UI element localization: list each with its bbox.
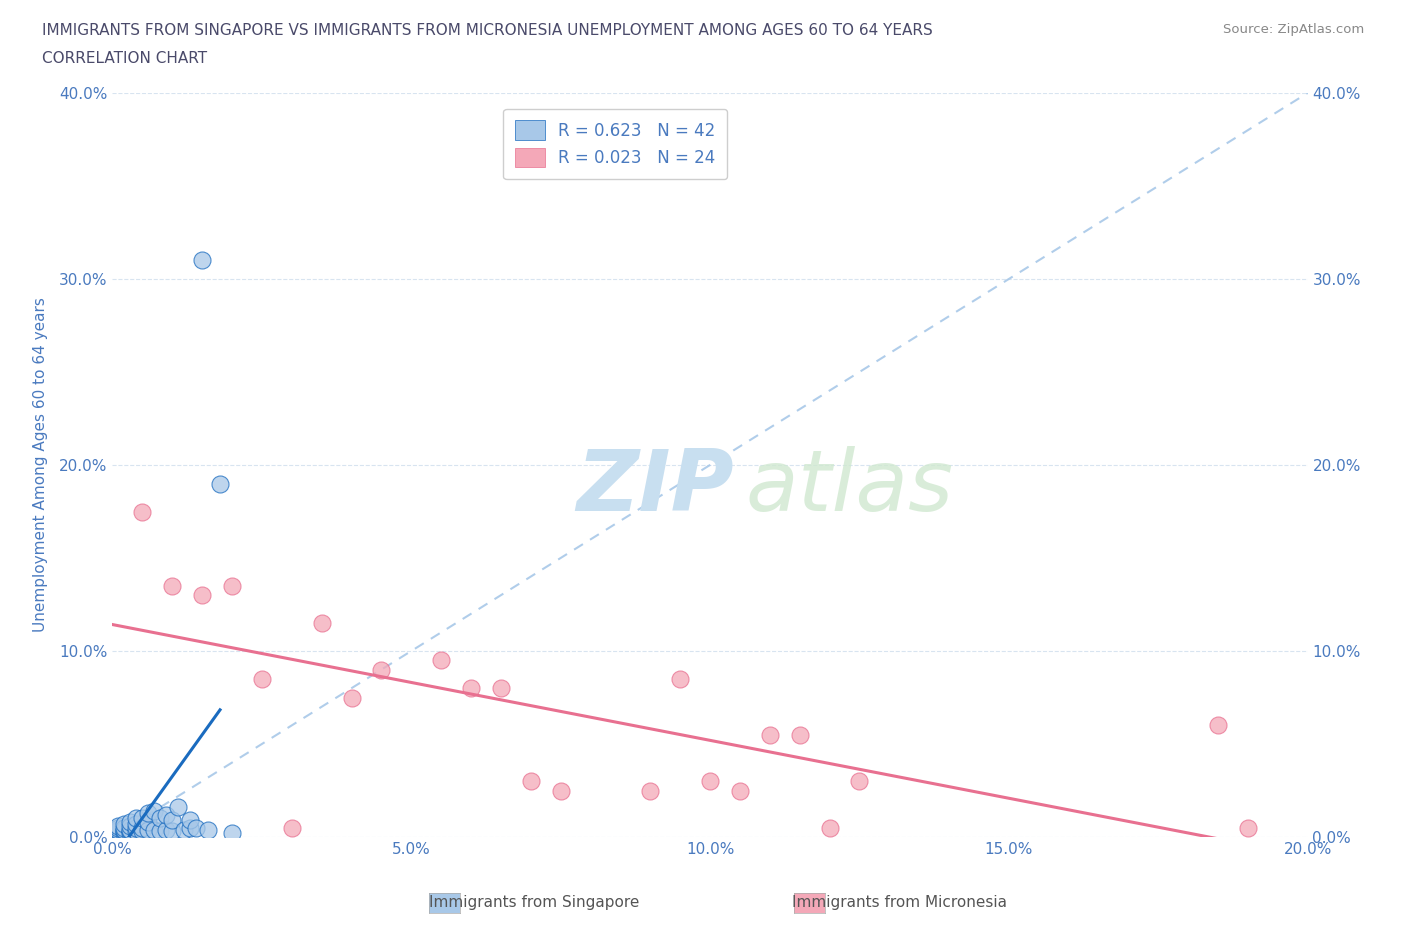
- Point: [489, 681, 512, 696]
- Point: [114, 820, 135, 835]
- Point: [173, 822, 195, 837]
- Point: [114, 817, 135, 831]
- Point: [162, 813, 183, 828]
- Point: [340, 690, 363, 705]
- Point: [138, 815, 160, 830]
- Point: [114, 822, 135, 837]
- Point: [311, 616, 333, 631]
- Point: [138, 805, 160, 820]
- Text: IMMIGRANTS FROM SINGAPORE VS IMMIGRANTS FROM MICRONESIA UNEMPLOYMENT AMONG AGES : IMMIGRANTS FROM SINGAPORE VS IMMIGRANTS …: [42, 23, 934, 38]
- Point: [149, 811, 172, 826]
- Point: [759, 727, 782, 742]
- Point: [125, 820, 148, 835]
- Point: [728, 783, 751, 798]
- Point: [818, 820, 841, 835]
- Point: [191, 253, 214, 268]
- Point: [550, 783, 572, 798]
- Point: [138, 822, 160, 837]
- Text: CORRELATION CHART: CORRELATION CHART: [42, 51, 207, 66]
- Point: [143, 822, 166, 837]
- Point: [370, 662, 392, 677]
- Point: [699, 774, 721, 789]
- Point: [1206, 718, 1229, 733]
- Point: [167, 800, 190, 815]
- Point: [669, 671, 692, 686]
- Point: [221, 578, 243, 593]
- Point: [131, 811, 153, 826]
- Point: [197, 822, 219, 837]
- Point: [640, 783, 662, 798]
- Point: [131, 824, 153, 839]
- Point: [789, 727, 811, 742]
- Point: [114, 824, 135, 839]
- Point: [430, 653, 453, 668]
- Point: [107, 822, 129, 837]
- Point: [125, 811, 148, 826]
- Text: Source: ZipAtlas.com: Source: ZipAtlas.com: [1223, 23, 1364, 36]
- Point: [848, 774, 870, 789]
- Point: [114, 826, 135, 841]
- Point: [1237, 820, 1260, 835]
- Point: [120, 826, 142, 841]
- Point: [250, 671, 273, 686]
- Point: [120, 818, 142, 833]
- Point: [179, 813, 201, 828]
- Point: [520, 774, 543, 789]
- Point: [186, 820, 208, 835]
- Text: atlas: atlas: [747, 445, 953, 529]
- Text: Immigrants from Singapore: Immigrants from Singapore: [429, 895, 640, 910]
- Point: [179, 820, 201, 835]
- Point: [460, 681, 482, 696]
- Text: Immigrants from Micronesia: Immigrants from Micronesia: [793, 895, 1007, 910]
- Point: [281, 820, 304, 835]
- Point: [125, 817, 148, 831]
- Point: [162, 578, 183, 593]
- Point: [209, 476, 232, 491]
- Point: [155, 822, 177, 837]
- Point: [143, 804, 166, 818]
- Point: [120, 824, 142, 839]
- Point: [155, 807, 177, 822]
- Point: [107, 826, 129, 841]
- Point: [131, 504, 153, 519]
- Text: ZIP: ZIP: [576, 445, 734, 529]
- Point: [221, 826, 243, 841]
- Point: [125, 824, 148, 839]
- Point: [107, 820, 129, 835]
- Point: [149, 824, 172, 839]
- Y-axis label: Unemployment Among Ages 60 to 64 years: Unemployment Among Ages 60 to 64 years: [32, 298, 48, 632]
- Point: [120, 815, 142, 830]
- Point: [162, 824, 183, 839]
- Legend: R = 0.623   N = 42, R = 0.023   N = 24: R = 0.623 N = 42, R = 0.023 N = 24: [503, 109, 727, 179]
- Point: [107, 818, 129, 833]
- Point: [107, 824, 129, 839]
- Point: [131, 820, 153, 835]
- Point: [191, 588, 214, 603]
- Point: [120, 822, 142, 837]
